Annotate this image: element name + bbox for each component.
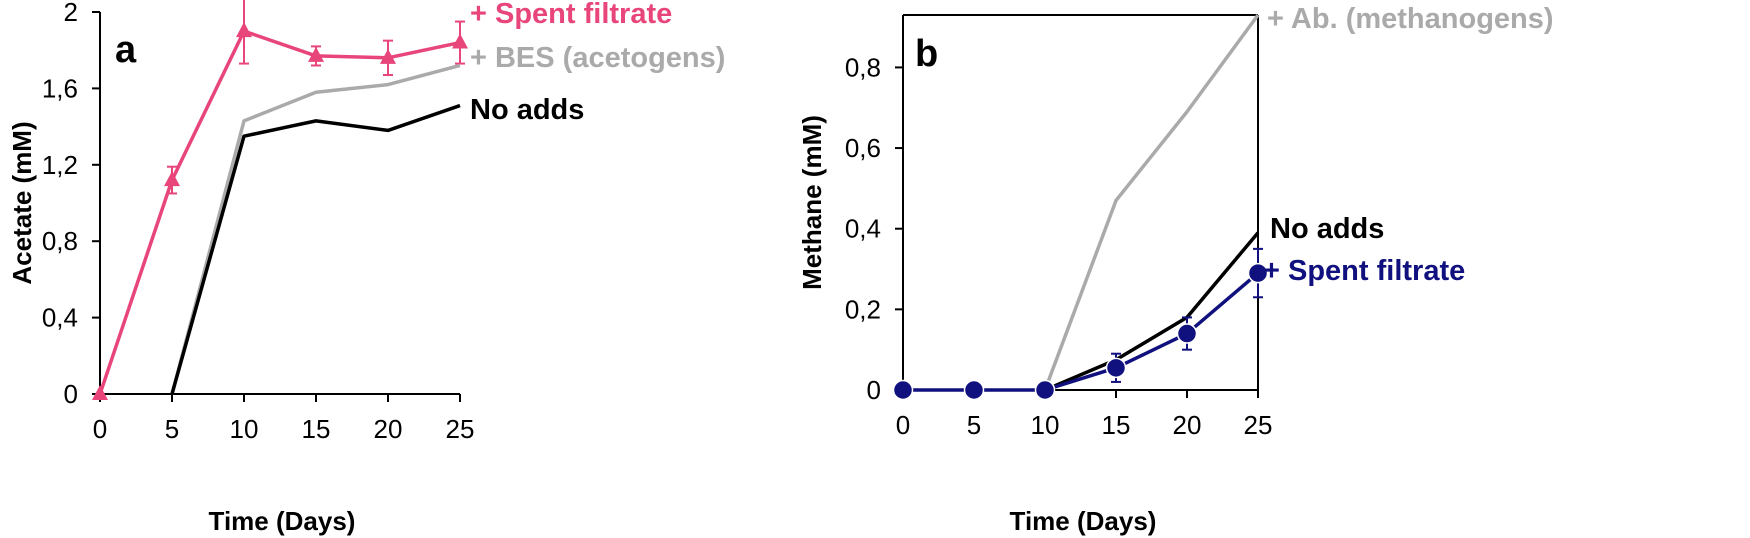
x-tick-label: 0 xyxy=(93,414,107,444)
y-axis-title: Methane (mM) xyxy=(797,115,827,290)
series-1: + BES (acetogens) xyxy=(170,42,725,395)
panel-label: b xyxy=(915,33,938,75)
x-tick-label: 10 xyxy=(1031,410,1060,440)
x-tick-label: 20 xyxy=(374,414,403,444)
series-label: + BES (acetogens) xyxy=(470,42,725,74)
series-0: + Ab. (methanogens) xyxy=(1043,3,1554,391)
x-tick-label: 25 xyxy=(1244,410,1273,440)
data-point xyxy=(92,385,108,400)
data-point xyxy=(1176,323,1198,344)
y-tick-label: 0,4 xyxy=(42,303,78,333)
data-point xyxy=(1034,379,1056,401)
data-point xyxy=(963,379,985,401)
data-point xyxy=(892,379,914,401)
series-line xyxy=(1044,231,1260,392)
data-point xyxy=(452,33,468,49)
x-axis-title: Time (Days) xyxy=(1010,506,1157,536)
x-tick-label: 20 xyxy=(1173,410,1202,440)
x-tick-label: 5 xyxy=(967,410,981,440)
data-point xyxy=(1105,357,1127,379)
y-tick-label: 0 xyxy=(64,379,78,409)
series-1: No adds xyxy=(1044,213,1384,392)
y-tick-label: 0,6 xyxy=(845,133,881,163)
series-label: + Spent filtrate xyxy=(1263,255,1465,287)
x-tick-label: 0 xyxy=(896,410,910,440)
y-tick-label: 0,2 xyxy=(845,294,881,324)
panel-label: a xyxy=(115,29,137,71)
y-tick-label: 0,4 xyxy=(845,214,881,244)
series-label: No adds xyxy=(470,94,584,126)
data-point xyxy=(1247,262,1269,284)
data-point xyxy=(308,46,324,62)
series-line xyxy=(1043,13,1260,391)
x-tick-label: 25 xyxy=(446,414,475,444)
y-axis-title: Acetate (mM) xyxy=(7,121,37,284)
series-label: + Spent filtrate xyxy=(470,0,672,30)
y-tick-label: 2 xyxy=(64,0,78,27)
y-tick-label: 1,6 xyxy=(42,73,78,103)
x-tick-label: 5 xyxy=(165,414,179,444)
chart-panel-a: 0 5 10 15 20 25 0 0,4 0,8 1,2 1,6 2 Time (Days) Aceta… xyxy=(7,0,725,536)
y-tick-label: 0,8 xyxy=(42,226,78,256)
series-0: + Spent filtrate xyxy=(92,0,672,400)
data-point xyxy=(236,22,252,38)
series-2: + Spent filtrate xyxy=(892,247,1465,401)
x-tick-label: 15 xyxy=(1102,410,1131,440)
series-line xyxy=(903,271,1260,392)
y-tick-label: 1,2 xyxy=(42,150,78,180)
series-label: No adds xyxy=(1270,213,1384,245)
x-axis-title: Time (Days) xyxy=(209,506,356,536)
data-point xyxy=(380,48,396,64)
series-line xyxy=(170,63,461,395)
series-label: + Ab. (methanogens) xyxy=(1267,3,1554,35)
series-line xyxy=(98,29,461,395)
series-2: No adds xyxy=(170,94,584,395)
data-point xyxy=(164,171,180,187)
y-tick-label: 0,8 xyxy=(845,52,881,82)
chart-panel-b: 0 5 10 15 20 25 0 0,2 0,4 0,6 0,8 Time (Days) Methan… xyxy=(797,3,1554,536)
x-tick-label: 10 xyxy=(230,414,259,444)
series-line xyxy=(170,103,461,395)
x-tick-label: 15 xyxy=(302,414,331,444)
y-tick-label: 0 xyxy=(867,375,881,405)
